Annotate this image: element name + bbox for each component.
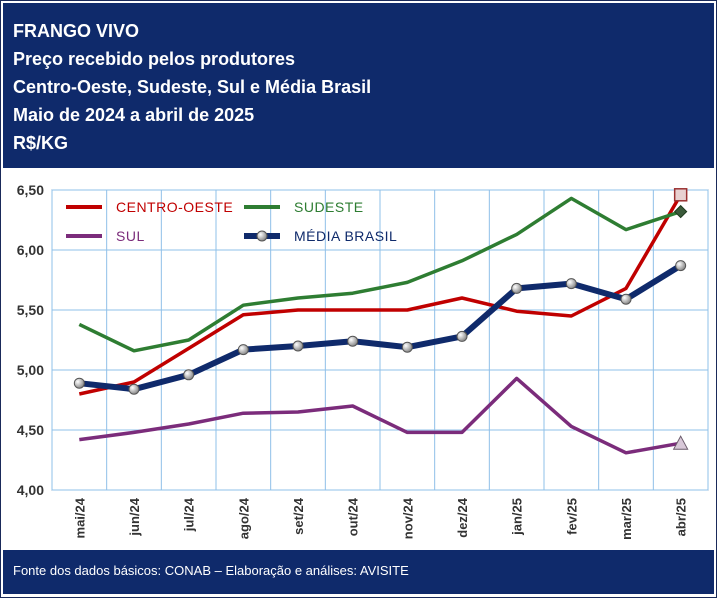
data-point bbox=[401, 341, 413, 353]
x-tick-label: mar/25 bbox=[619, 498, 634, 540]
series-line-centro-oeste bbox=[78, 193, 683, 396]
y-tick-label: 6,00 bbox=[17, 242, 44, 258]
x-tick-label: jan/25 bbox=[510, 498, 525, 536]
source-note: Fonte dos dados básicos: CONAB – Elabora… bbox=[13, 563, 409, 578]
chart-subtitle: Preço recebido pelos produtores bbox=[13, 49, 296, 69]
x-tick-label: jun/24 bbox=[127, 497, 142, 536]
series-line-sudeste bbox=[78, 196, 682, 353]
y-tick-label: 4,50 bbox=[17, 422, 44, 438]
x-tick-label: fev/25 bbox=[564, 498, 579, 535]
chart-unit: R$/KG bbox=[13, 133, 69, 153]
chart-period: Maio de 2024 a abril de 2025 bbox=[13, 105, 255, 125]
x-tick-label: abr/25 bbox=[674, 498, 689, 536]
y-tick-label: 6,50 bbox=[17, 182, 44, 198]
x-tick-label: dez/24 bbox=[455, 497, 470, 538]
legend-marker bbox=[256, 230, 268, 242]
x-tick-label: mai/24 bbox=[72, 497, 87, 538]
chart-footer: Fonte dos dados básicos: CONAB – Elabora… bbox=[3, 550, 714, 594]
x-tick-label: ago/24 bbox=[236, 497, 251, 539]
y-tick-label: 5,50 bbox=[17, 302, 44, 318]
x-tick-label: jul/24 bbox=[182, 497, 197, 532]
last-point-marker bbox=[672, 435, 689, 450]
chart-area: 4,00 4,50 5,00 5,50 6,00 6,50 mai/24 jun/24 jul/… bbox=[0, 170, 717, 548]
series-line-sul bbox=[79, 376, 682, 455]
data-point bbox=[128, 383, 140, 395]
legend-label: CENTRO-OESTE bbox=[116, 199, 233, 215]
y-tick-label: 4,00 bbox=[17, 482, 44, 498]
data-point bbox=[511, 282, 523, 294]
y-tick-label: 5,00 bbox=[17, 362, 44, 378]
data-point bbox=[183, 369, 195, 381]
line-chart: 4,00 4,50 5,00 5,50 6,00 6,50 mai/24 jun/24 jul/… bbox=[17, 182, 709, 540]
x-tick-label: out/24 bbox=[346, 497, 361, 536]
legend-label: SUDESTE bbox=[294, 199, 364, 215]
x-tick-label: set/24 bbox=[291, 497, 306, 535]
data-point bbox=[565, 278, 577, 290]
last-point-marker bbox=[673, 188, 688, 202]
series-line-m-dia-brasil bbox=[78, 263, 683, 393]
data-point bbox=[237, 344, 249, 356]
last-point-marker bbox=[673, 204, 688, 219]
chart-title: FRANGO VIVO bbox=[13, 21, 140, 41]
data-point bbox=[675, 260, 687, 272]
legend-label: SUL bbox=[116, 228, 145, 244]
legend-label: MÉDIA BRASIL bbox=[294, 228, 397, 244]
chart-regions: Centro-Oeste, Sudeste, Sul e Média Brasi… bbox=[13, 77, 372, 97]
data-point bbox=[292, 340, 304, 352]
chart-header: FRANGO VIVO Preço recebido pelos produto… bbox=[3, 3, 714, 168]
data-point bbox=[347, 335, 359, 347]
data-point bbox=[620, 293, 632, 305]
data-point bbox=[456, 330, 468, 342]
x-tick-label: nov/24 bbox=[400, 497, 415, 539]
data-point bbox=[73, 377, 85, 389]
